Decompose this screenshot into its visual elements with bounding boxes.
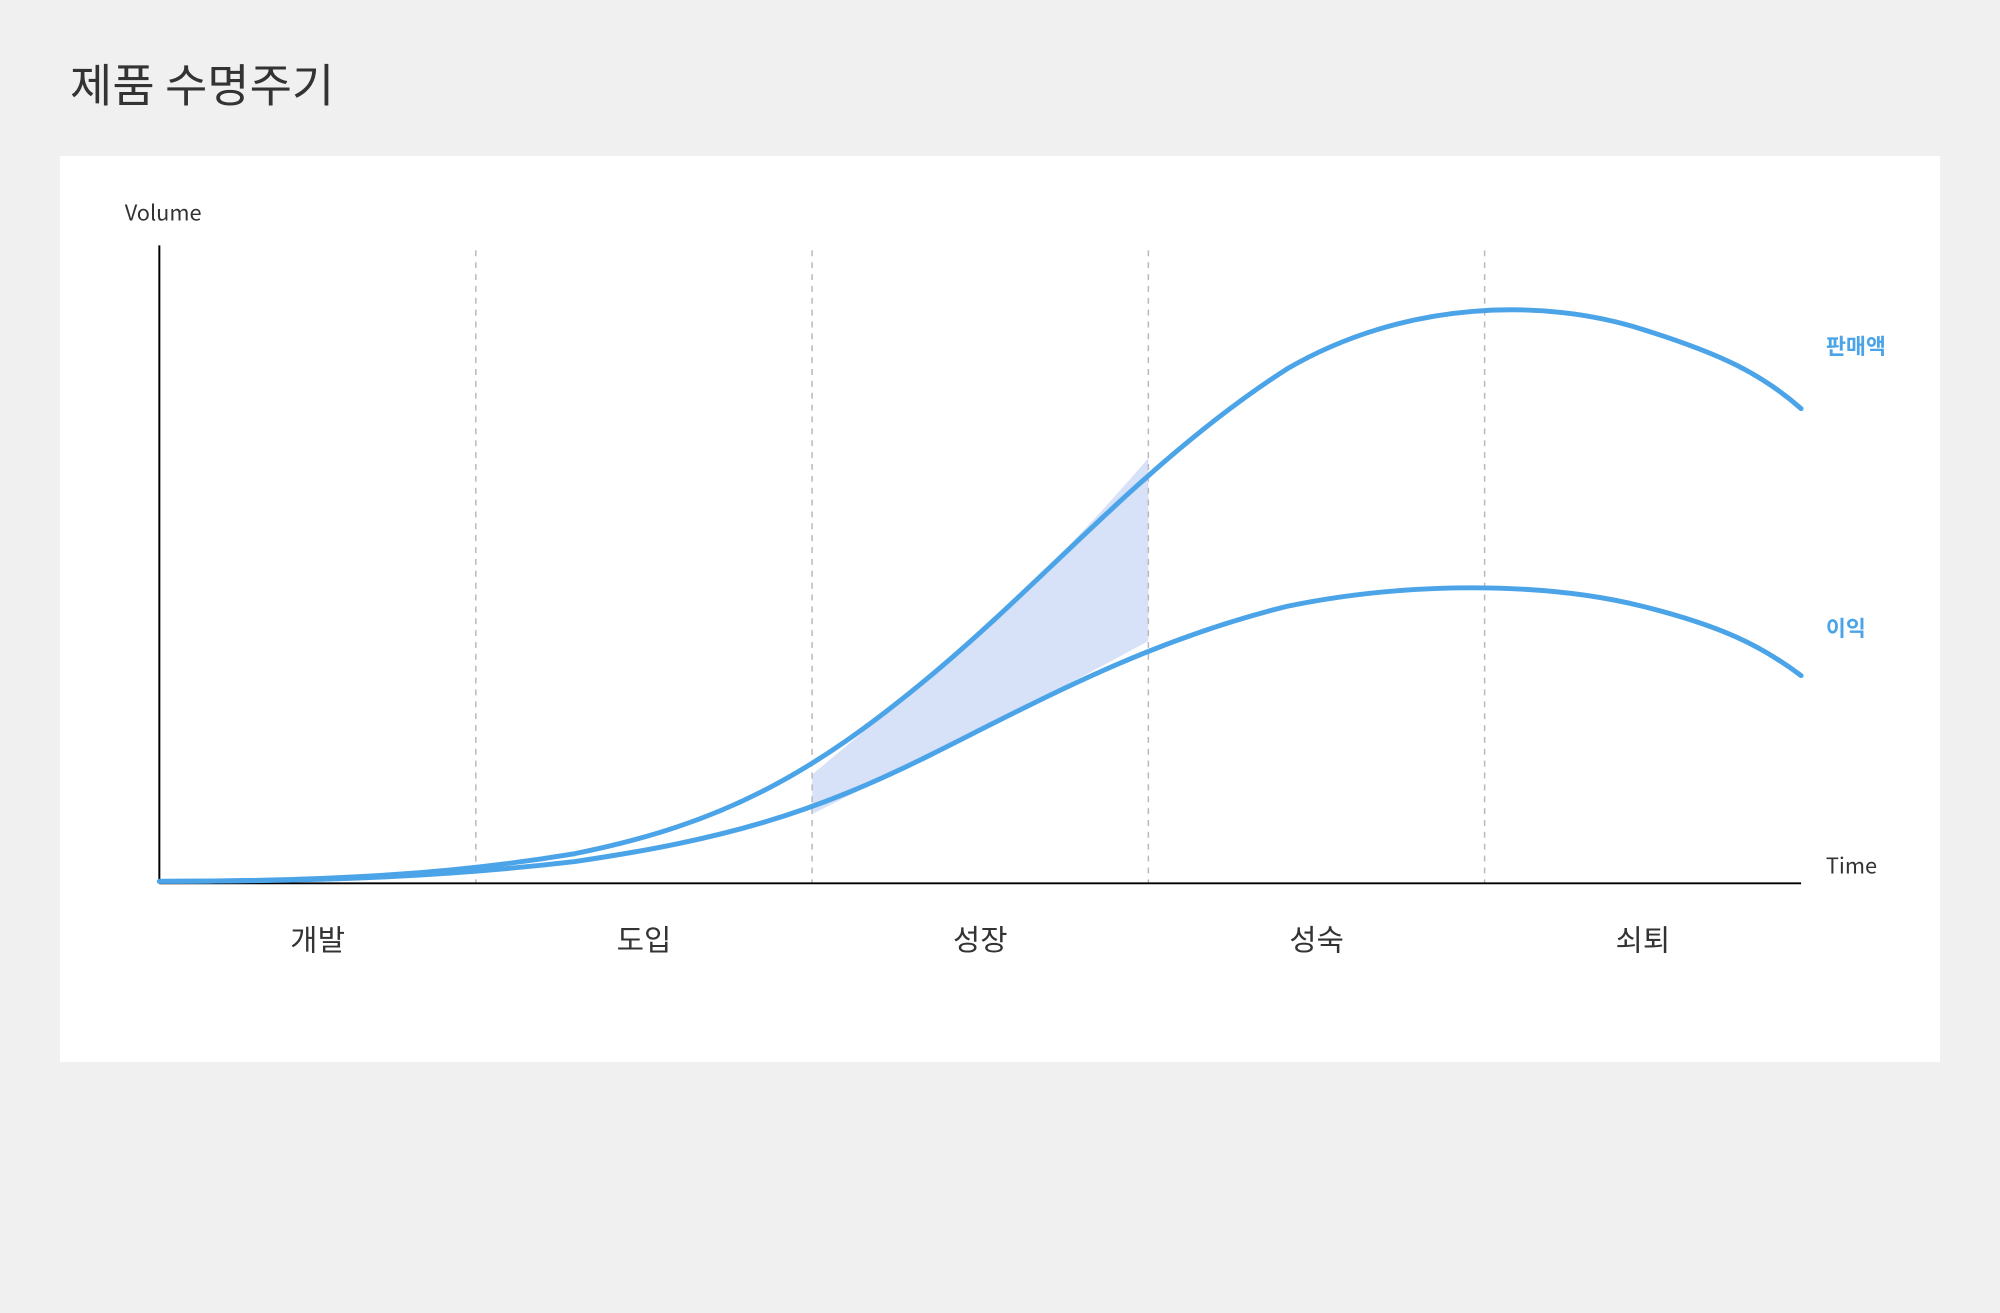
profit-series-label: 이익 [1826,612,1866,643]
chart-panel: Volume 판매액 이익 Time 개발 도입 성장 성숙 쇠퇴 [60,156,1940,1062]
sales-curve [159,310,1801,882]
stage-label: 성숙 [1289,917,1344,960]
stage-label: 도입 [617,917,672,960]
lifecycle-chart: Volume 판매액 이익 Time 개발 도입 성장 성숙 쇠퇴 [100,191,1900,1002]
stage-label: 개발 [290,917,345,960]
sales-series-label: 판매액 [1826,330,1886,361]
y-axis-label: Volume [125,197,202,228]
x-axis-label: Time [1826,849,1877,880]
stage-label: 성장 [953,917,1008,960]
stage-labels: 개발 도입 성장 성숙 쇠퇴 [290,917,1670,960]
chart-title: 제품 수명주기 [70,50,1940,116]
shaded-region [812,458,1148,814]
stage-label: 쇠퇴 [1616,917,1671,960]
